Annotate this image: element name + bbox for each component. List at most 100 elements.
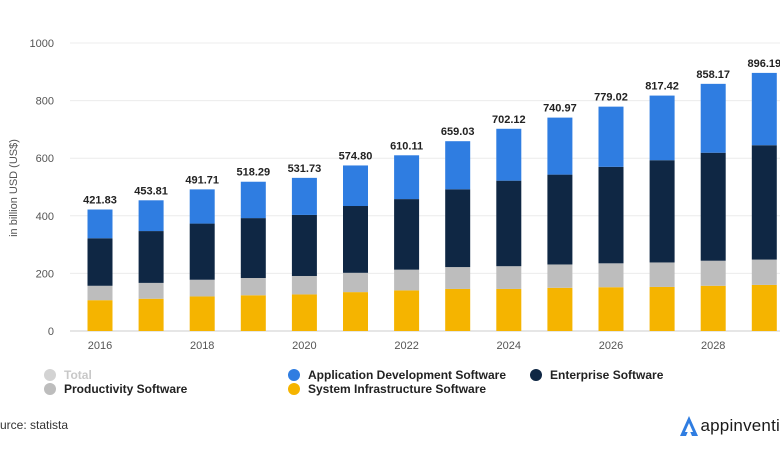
legend-label-application-development: Application Development Software	[308, 368, 507, 382]
bar-2017-productivity-software[interactable]	[138, 282, 164, 299]
legend-dot-application-development	[288, 369, 300, 381]
total-label-2028: 858.17	[696, 69, 730, 81]
bar-2023-productivity-software[interactable]	[445, 267, 471, 289]
bar-2025-application-development-software[interactable]	[547, 117, 573, 175]
bar-2029-productivity-software[interactable]	[751, 259, 777, 285]
bar-2029-enterprise-software[interactable]	[751, 145, 777, 260]
legend-dot-productivity	[44, 383, 56, 395]
total-label-2025: 740.97	[543, 103, 577, 115]
legend-label-enterprise: Enterprise Software	[550, 368, 664, 382]
bar-2028-system-infrastructure-software[interactable]	[700, 285, 726, 331]
bar-2020-system-infrastructure-software[interactable]	[291, 294, 317, 331]
total-label-2023: 659.03	[441, 126, 475, 138]
bar-2023-application-development-software[interactable]	[445, 141, 471, 190]
bar-2024-application-development-software[interactable]	[496, 128, 522, 181]
legend: Total Application Development Software E…	[0, 366, 780, 402]
brand-logo-icon	[680, 416, 699, 436]
x-tick-label-2024: 2024	[497, 340, 521, 352]
legend-label-productivity: Productivity Software	[64, 382, 188, 396]
bar-2019-system-infrastructure-software[interactable]	[240, 295, 266, 331]
y-tick-label: 0	[48, 326, 54, 338]
y-tick-label: 400	[36, 211, 54, 223]
bar-2022-productivity-software[interactable]	[394, 269, 420, 291]
x-tick-label-2018: 2018	[190, 340, 214, 352]
bar-2025-system-infrastructure-software[interactable]	[547, 287, 573, 331]
bar-2018-system-infrastructure-software[interactable]	[189, 296, 215, 331]
bar-2019-application-development-software[interactable]	[240, 181, 266, 219]
bar-2026-enterprise-software[interactable]	[598, 166, 624, 264]
bar-2018-enterprise-software[interactable]	[189, 223, 215, 280]
source-text: urce: statista	[0, 418, 69, 432]
total-label-2027: 817.42	[645, 81, 679, 93]
x-tick-label-2022: 2022	[394, 340, 418, 352]
bar-2028-enterprise-software[interactable]	[700, 152, 726, 261]
total-label-2018: 491.71	[185, 174, 219, 186]
x-tick-label-2028: 2028	[701, 340, 725, 352]
bar-2026-productivity-software[interactable]	[598, 263, 624, 288]
x-tick-label-2016: 2016	[88, 340, 112, 352]
bar-2020-application-development-software[interactable]	[291, 177, 317, 215]
bar-2016-application-development-software[interactable]	[87, 209, 113, 239]
bar-2018-productivity-software[interactable]	[189, 279, 215, 297]
bar-2025-enterprise-software[interactable]	[547, 174, 573, 265]
legend-item-application-development[interactable]: Application Development Software	[288, 368, 506, 382]
bar-2027-productivity-software[interactable]	[649, 262, 675, 287]
x-tick-label-2020: 2020	[292, 340, 316, 352]
bar-2027-application-development-software[interactable]	[649, 95, 675, 161]
bar-2024-system-infrastructure-software[interactable]	[496, 288, 522, 331]
legend-item-productivity[interactable]: Productivity Software	[44, 382, 187, 396]
bar-2025-productivity-software[interactable]	[547, 264, 573, 288]
y-tick-label: 800	[36, 96, 54, 108]
bar-2021-system-infrastructure-software[interactable]	[343, 292, 368, 331]
bar-2022-application-development-software[interactable]	[394, 155, 420, 200]
bar-2024-productivity-software[interactable]	[496, 266, 522, 289]
bar-2022-enterprise-software[interactable]	[394, 199, 420, 270]
legend-dot-enterprise	[530, 369, 542, 381]
y-axis-ticks: 0 200 400 600 800 1000	[30, 38, 54, 338]
bar-2020-enterprise-software[interactable]	[291, 214, 317, 276]
bar-2028-application-development-software[interactable]	[700, 83, 726, 153]
bar-2019-productivity-software[interactable]	[240, 278, 266, 296]
bar-2017-system-infrastructure-software[interactable]	[138, 298, 164, 331]
legend-item-enterprise[interactable]: Enterprise Software	[530, 368, 663, 382]
total-label-2021: 574.80	[339, 150, 373, 162]
bar-2021-application-development-software[interactable]	[343, 165, 368, 207]
bar-2026-system-infrastructure-software[interactable]	[598, 287, 624, 331]
bar-2026-application-development-software[interactable]	[598, 106, 624, 167]
bar-2029-system-infrastructure-software[interactable]	[751, 284, 777, 331]
legend-item-total[interactable]: Total	[44, 368, 92, 382]
total-labels: 421.83 453.81 491.71 518.29 531.73 574.80 610.…	[83, 58, 780, 207]
bar-2018-application-development-software[interactable]	[189, 189, 215, 224]
legend-label-total: Total	[64, 368, 92, 382]
total-label-2020: 531.73	[288, 163, 322, 175]
bar-2029-application-development-software[interactable]	[751, 72, 777, 146]
y-tick-label: 200	[36, 268, 54, 280]
total-label-2024: 702.12	[492, 114, 526, 126]
y-tick-label: 1000	[30, 38, 54, 50]
bar-2027-system-infrastructure-software[interactable]	[649, 286, 675, 331]
total-label-2017: 453.81	[134, 185, 168, 197]
bar-2020-productivity-software[interactable]	[291, 275, 317, 295]
bar-2016-system-infrastructure-software[interactable]	[87, 300, 113, 331]
bar-2021-enterprise-software[interactable]	[343, 206, 368, 273]
bar-2016-productivity-software[interactable]	[87, 285, 113, 301]
legend-dot-system-infrastructure	[288, 383, 300, 395]
bar-2021-productivity-software[interactable]	[343, 272, 368, 293]
legend-item-system-infrastructure[interactable]: System Infrastructure Software	[288, 382, 486, 396]
total-label-2026: 779.02	[594, 92, 628, 104]
bar-2017-application-development-software[interactable]	[138, 200, 164, 232]
bar-2028-productivity-software[interactable]	[700, 260, 726, 286]
bar-2024-enterprise-software[interactable]	[496, 180, 522, 267]
bar-2027-enterprise-software[interactable]	[649, 160, 675, 263]
bar-2017-enterprise-software[interactable]	[138, 231, 164, 283]
total-label-2022: 610.11	[390, 140, 423, 152]
total-label-2019: 518.29	[236, 167, 270, 179]
bar-2023-enterprise-software[interactable]	[445, 189, 471, 268]
bar-2016-enterprise-software[interactable]	[87, 238, 113, 286]
bar-2019-enterprise-software[interactable]	[240, 218, 266, 279]
bar-2022-system-infrastructure-software[interactable]	[394, 290, 420, 331]
legend-label-system-infrastructure: System Infrastructure Software	[308, 382, 487, 396]
bar-2023-system-infrastructure-software[interactable]	[445, 288, 471, 331]
brand-logo: appinventi	[678, 414, 780, 438]
